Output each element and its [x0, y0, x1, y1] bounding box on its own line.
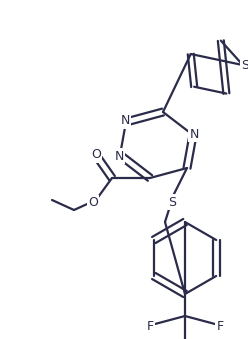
Text: O: O — [88, 197, 98, 210]
Text: S: S — [241, 59, 248, 72]
Text: O: O — [91, 148, 101, 161]
Text: F: F — [217, 319, 223, 333]
Text: N: N — [120, 115, 130, 127]
Text: S: S — [168, 196, 176, 208]
Text: N: N — [189, 127, 199, 140]
Text: F: F — [146, 319, 154, 333]
Text: N: N — [114, 149, 124, 162]
